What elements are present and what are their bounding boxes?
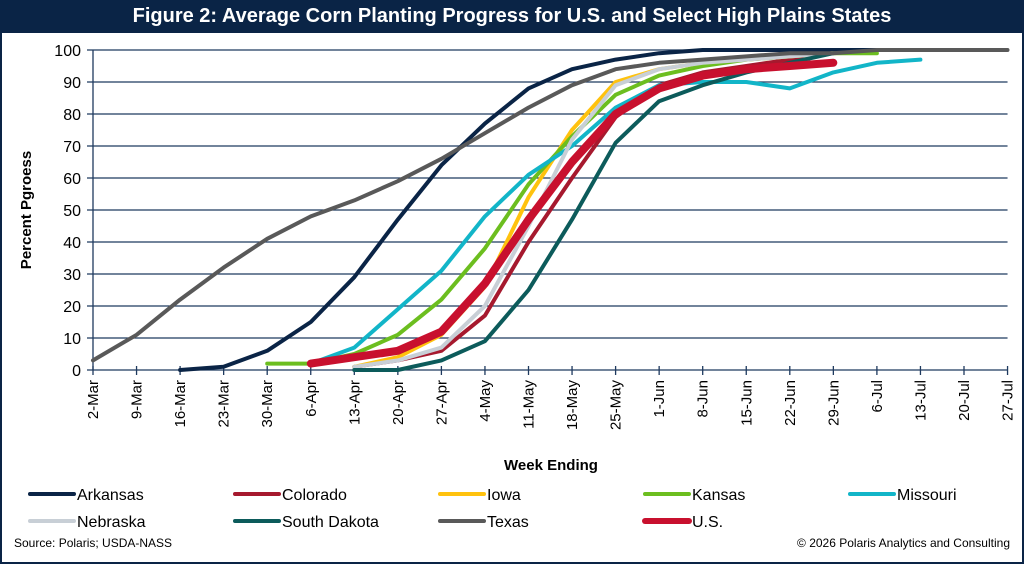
series-line-texas <box>91 48 1010 363</box>
x-tick-label: 2-Mar <box>85 380 102 419</box>
source-note: Source: Polaris; USDA-NASS <box>14 536 173 550</box>
y-tick-label: 50 <box>63 203 81 220</box>
copyright-note: © 2026 Polaris Analytics and Consulting <box>797 536 1010 550</box>
grid-lines <box>87 49 1008 371</box>
legend-label: Colorado <box>282 487 347 504</box>
x-tick-label: 13-Jul <box>912 380 929 421</box>
series-line-nebraska <box>352 51 836 369</box>
series-line-kansas <box>265 51 879 366</box>
x-tick-label: 4-May <box>477 380 494 422</box>
series-line-u-s <box>306 58 838 368</box>
legend-label: Iowa <box>487 487 521 504</box>
series-line-arkansas <box>178 48 879 372</box>
y-tick-label: 90 <box>63 75 81 92</box>
x-tick-label: 27-Jul <box>1000 380 1017 421</box>
x-axis: 2-Mar 9-Mar 16-Mar 23-Mar 30-Mar 6-Apr 13-Apr 2… <box>85 366 1017 430</box>
x-tick-label: 27-Apr <box>433 380 450 425</box>
series-line-missouri <box>308 57 923 366</box>
y-axis-label: Percent Pgroess <box>18 151 35 269</box>
y-tick-label: 70 <box>63 139 81 156</box>
x-tick-label: 11-May <box>521 380 538 429</box>
y-tick-label: 100 <box>54 43 81 60</box>
x-axis-label: Week Ending <box>504 457 598 474</box>
series-line-south-dakota <box>352 51 836 372</box>
x-tick-label: 23-Mar <box>216 380 233 428</box>
x-tick-label: 1-Jun <box>651 380 668 418</box>
x-tick-label: 20-Jul <box>956 380 973 421</box>
x-tick-label: 25-May <box>608 380 625 431</box>
chart-title: Figure 2: Average Corn Planting Progress… <box>0 0 1024 33</box>
x-tick-label: 8-Jun <box>695 380 712 418</box>
x-tick-label: 13-Apr <box>346 380 363 425</box>
x-tick-label: 6-Jul <box>869 380 886 413</box>
x-tick-label: 22-Jun <box>782 380 799 426</box>
legend-label: Kansas <box>692 487 745 504</box>
legend-label: Nebraska <box>77 514 146 531</box>
x-tick-label: 15-Jun <box>738 380 755 426</box>
y-tick-label: 40 <box>63 235 81 252</box>
legend-label: Texas <box>487 514 529 531</box>
y-tick-label: 10 <box>63 331 81 348</box>
y-axis-ticks: 0 10 20 30 40 50 60 70 80 90 100 <box>54 43 81 380</box>
x-tick-label: 16-Mar <box>172 380 189 428</box>
y-tick-label: 80 <box>63 107 81 124</box>
y-tick-label: 0 <box>72 363 81 380</box>
x-tick-label: 30-Mar <box>259 380 276 428</box>
x-tick-label: 9-Mar <box>129 380 146 419</box>
y-tick-label: 60 <box>63 171 81 188</box>
x-tick-label: 20-Apr <box>390 380 407 425</box>
series-lines <box>91 48 1010 372</box>
legend-label: Arkansas <box>77 487 144 504</box>
y-tick-label: 30 <box>63 267 81 284</box>
y-tick-label: 20 <box>63 299 81 316</box>
legend-label: South Dakota <box>282 514 379 531</box>
x-tick-label: 18-May <box>564 380 581 431</box>
legend-label: U.S. <box>692 514 723 531</box>
legend: Arkansas Colorado Iowa Kansas Missouri Nebras… <box>28 487 957 531</box>
legend-label: Missouri <box>897 487 957 504</box>
x-tick-label: 6-Apr <box>303 380 320 417</box>
x-tick-label: 29-Jun <box>825 380 842 426</box>
